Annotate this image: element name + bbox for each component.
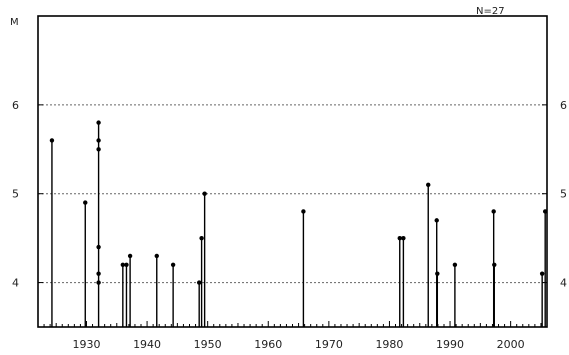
grid-lines (38, 104, 547, 284)
y-right-tick-label-4: 4 (560, 277, 567, 290)
event-marker-6 (96, 271, 101, 276)
x-tick-label-1940: 1940 (133, 338, 161, 351)
event-marker-5 (96, 244, 101, 250)
event-marker-4 (96, 147, 101, 152)
y-tick-label-6: 6 (12, 99, 19, 112)
event-marker-15 (202, 191, 207, 196)
x-tick-label-1950: 1950 (194, 338, 222, 351)
event-marker-3 (96, 138, 101, 143)
y-right-tick-label-5: 5 (560, 188, 567, 201)
event-marker-21 (435, 271, 440, 276)
x-tick-label-1990: 1990 (436, 338, 464, 351)
event-marker-14 (199, 235, 204, 241)
count-annotation: N=27 (476, 6, 505, 17)
event-marker-9 (124, 262, 129, 267)
event-marker-7 (96, 280, 101, 285)
plot-frame (37, 15, 548, 328)
event-marker-16 (301, 209, 306, 214)
x-tick-label-1930: 1930 (72, 338, 100, 351)
y-axis-right: 6 5 4 (542, 99, 567, 290)
y-tick-label-4: 4 (12, 277, 19, 290)
event-marker-12 (170, 262, 176, 267)
event-marker-25 (539, 271, 545, 276)
markers-layer (49, 120, 548, 285)
x-axis: 1930 1940 1950 1960 1970 1980 1990 2000 (37, 321, 548, 351)
x-tick-label-2000: 2000 (497, 338, 525, 351)
y-axis-label: M (10, 17, 19, 28)
y-tick-label-5: 5 (12, 188, 19, 201)
x-tick-label-1970: 1970 (315, 338, 343, 351)
event-marker-18 (401, 235, 406, 241)
event-marker-19 (426, 182, 431, 188)
event-marker-1 (83, 200, 88, 205)
event-marker-22 (452, 262, 458, 267)
stems-layer (51, 122, 546, 327)
event-marker-23 (491, 209, 496, 214)
x-tick-label-1960: 1960 (254, 338, 282, 351)
x-tick-label-1980: 1980 (375, 338, 403, 351)
y-right-tick-label-6: 6 (560, 99, 567, 112)
event-marker-10 (127, 253, 133, 259)
event-marker-2 (96, 120, 101, 125)
event-marker-17 (397, 235, 402, 241)
y-axis-left: 4 5 6 (12, 99, 43, 290)
event-marker-13 (196, 280, 202, 285)
event-marker-20 (434, 218, 439, 223)
event-marker-24 (492, 262, 497, 267)
event-marker-11 (154, 253, 159, 259)
event-marker-8 (120, 262, 126, 267)
event-marker-0 (49, 138, 55, 143)
